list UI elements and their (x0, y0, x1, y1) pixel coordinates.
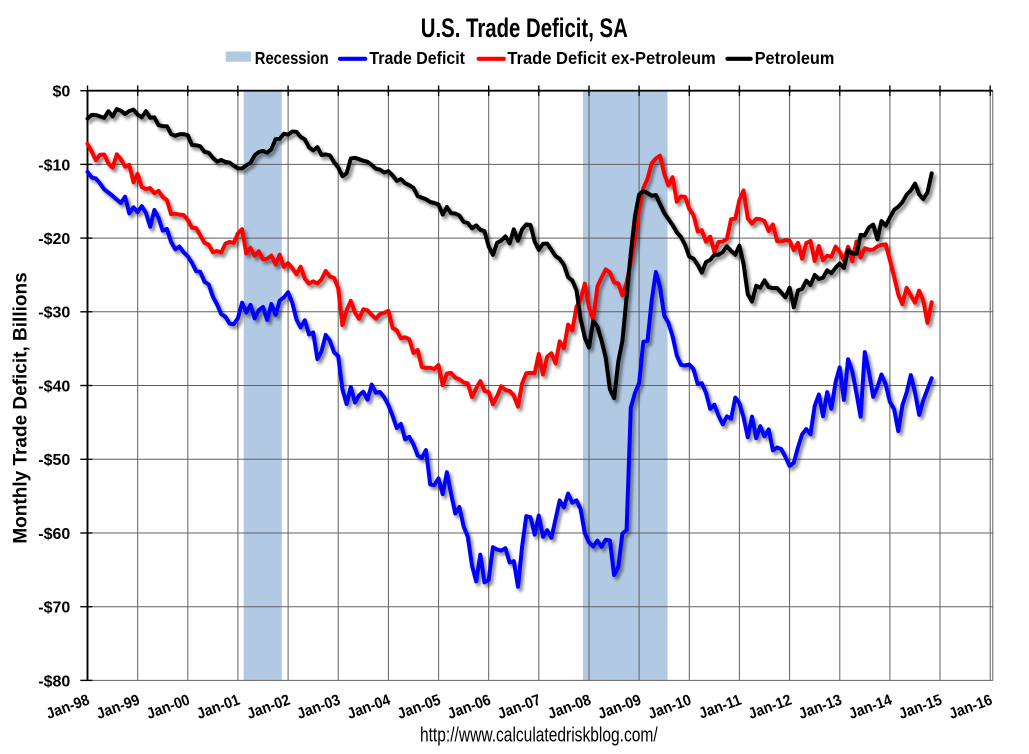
svg-text:-$70: -$70 (38, 600, 70, 617)
svg-text:-$30: -$30 (38, 305, 70, 322)
svg-text:-$80: -$80 (38, 673, 70, 690)
svg-text:Monthly Trade Deficit, Billion: Monthly Trade Deficit, Billions (10, 272, 31, 543)
svg-text:Petroleum: Petroleum (755, 47, 835, 68)
svg-text:$0: $0 (53, 84, 71, 101)
svg-text:http://www.calculatedriskblog.: http://www.calculatedriskblog.com/ (420, 723, 658, 746)
svg-text:-$40: -$40 (38, 378, 70, 395)
svg-text:-$10: -$10 (38, 157, 70, 174)
svg-text:U.S. Trade Deficit, SA: U.S. Trade Deficit, SA (421, 13, 628, 43)
svg-text:-$50: -$50 (38, 452, 70, 469)
svg-text:-$60: -$60 (38, 526, 70, 543)
svg-text:Trade Deficit ex-Petroleum: Trade Deficit ex-Petroleum (507, 47, 715, 68)
svg-text:Trade Deficit: Trade Deficit (369, 48, 465, 68)
svg-text:Recession: Recession (255, 49, 329, 69)
svg-text:-$20: -$20 (38, 231, 70, 248)
